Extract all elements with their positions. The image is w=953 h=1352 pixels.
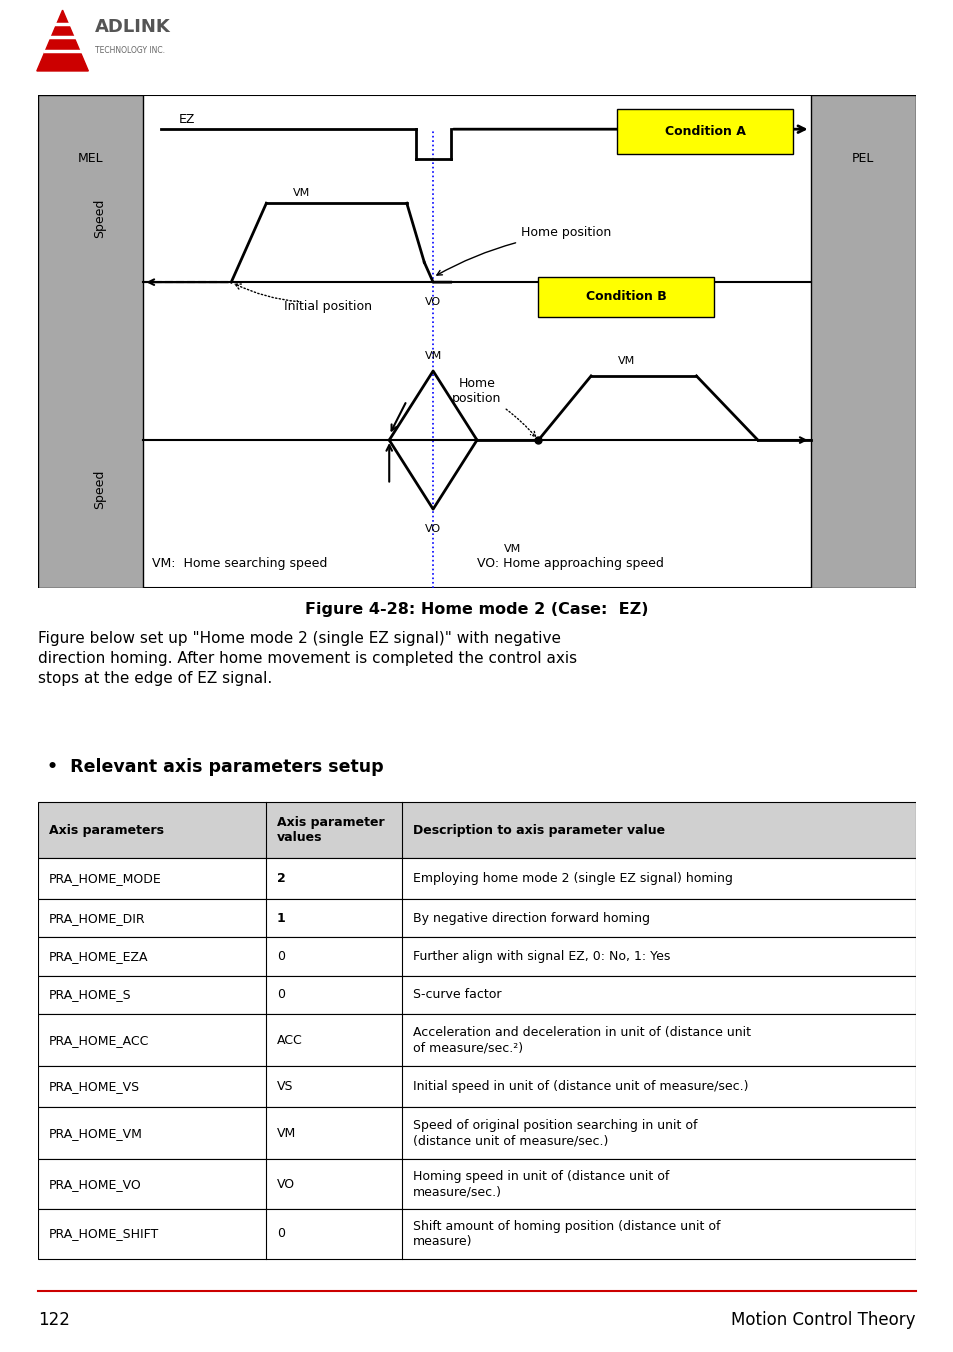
Bar: [810, 95, 915, 588]
Bar: [38, 1107, 915, 1159]
Text: Condition B: Condition B: [585, 291, 666, 303]
Text: Motion Control Theory: Motion Control Theory: [731, 1311, 915, 1329]
Text: Speed of original position searching in unit of
(distance unit of measure/sec.): Speed of original position searching in …: [413, 1119, 697, 1148]
Text: PRA_HOME_VS: PRA_HOME_VS: [49, 1080, 140, 1094]
Bar: [38, 1014, 915, 1065]
Text: TECHNOLOGY INC.: TECHNOLOGY INC.: [95, 46, 165, 55]
Text: 122: 122: [38, 1311, 70, 1329]
Text: S-curve factor: S-curve factor: [413, 988, 501, 1002]
Text: Speed: Speed: [93, 469, 106, 510]
Text: PRA_HOME_SHIFT: PRA_HOME_SHIFT: [49, 1228, 159, 1241]
Text: 0: 0: [276, 988, 285, 1002]
Text: VM:  Home searching speed: VM: Home searching speed: [152, 557, 327, 571]
Bar: [38, 1159, 915, 1209]
Bar: [38, 1209, 915, 1259]
Text: Speed: Speed: [93, 199, 106, 238]
Text: ADLINK: ADLINK: [95, 18, 171, 37]
Text: Homing speed in unit of (distance unit of
measure/sec.): Homing speed in unit of (distance unit o…: [413, 1169, 669, 1198]
Polygon shape: [37, 11, 89, 70]
Text: PRA_HOME_VO: PRA_HOME_VO: [49, 1178, 141, 1191]
Text: ACC: ACC: [276, 1033, 302, 1046]
Bar: [38, 976, 915, 1014]
Text: •  Relevant axis parameters setup: • Relevant axis parameters setup: [47, 758, 383, 776]
Text: VM: VM: [276, 1126, 295, 1140]
Text: 2: 2: [276, 872, 285, 884]
Text: VM: VM: [293, 188, 310, 199]
Text: VO: VO: [425, 297, 440, 307]
Text: PRA_HOME_DIR: PRA_HOME_DIR: [49, 911, 145, 925]
Text: MEL: MEL: [78, 153, 104, 165]
Text: VS: VS: [276, 1080, 294, 1094]
Text: VO: Home approaching speed: VO: Home approaching speed: [476, 557, 663, 571]
Text: Employing home mode 2 (single EZ signal) homing: Employing home mode 2 (single EZ signal)…: [413, 872, 732, 884]
Text: 0: 0: [276, 950, 285, 963]
Bar: [537, 277, 713, 316]
Text: Shift amount of homing position (distance unit of
measure): Shift amount of homing position (distanc…: [413, 1220, 720, 1248]
Text: Axis parameter
values: Axis parameter values: [276, 817, 384, 844]
Text: PRA_HOME_ACC: PRA_HOME_ACC: [49, 1033, 149, 1046]
Text: 1: 1: [276, 911, 285, 925]
Text: Initial position: Initial position: [284, 300, 372, 314]
Text: VM: VM: [617, 356, 634, 366]
Text: Acceleration and deceleration in unit of (distance unit
of measure/sec.²): Acceleration and deceleration in unit of…: [413, 1026, 750, 1055]
Text: 0: 0: [276, 1228, 285, 1241]
Bar: [38, 899, 915, 937]
Text: Description to axis parameter value: Description to axis parameter value: [413, 823, 664, 837]
Text: Axis parameters: Axis parameters: [49, 823, 164, 837]
Bar: [38, 857, 915, 899]
Text: Home
position: Home position: [452, 377, 535, 437]
Text: By negative direction forward homing: By negative direction forward homing: [413, 911, 649, 925]
Text: PRA_HOME_VM: PRA_HOME_VM: [49, 1126, 142, 1140]
Text: Figure below set up "Home mode 2 (single EZ signal)" with negative
direction hom: Figure below set up "Home mode 2 (single…: [38, 631, 577, 685]
Text: EZ: EZ: [178, 112, 194, 126]
Text: PEL: PEL: [851, 153, 874, 165]
Text: Initial speed in unit of (distance unit of measure/sec.): Initial speed in unit of (distance unit …: [413, 1080, 748, 1094]
Text: VO: VO: [425, 525, 440, 534]
Bar: [38, 1065, 915, 1107]
Text: Condition A: Condition A: [664, 126, 745, 138]
Text: PRA_HOME_EZA: PRA_HOME_EZA: [49, 950, 148, 963]
Text: Home position: Home position: [436, 226, 611, 274]
Text: Figure 4-28: Home mode 2 (Case:  EZ): Figure 4-28: Home mode 2 (Case: EZ): [305, 602, 648, 618]
Bar: [38, 803, 915, 857]
Bar: [38, 937, 915, 976]
Text: Further align with signal EZ, 0: No, 1: Yes: Further align with signal EZ, 0: No, 1: …: [413, 950, 670, 963]
Text: PRA_HOME_MODE: PRA_HOME_MODE: [49, 872, 161, 884]
Text: VM: VM: [503, 544, 520, 553]
Text: VO: VO: [276, 1178, 294, 1191]
Bar: [38, 95, 143, 588]
Text: VM: VM: [424, 352, 441, 361]
Text: PRA_HOME_S: PRA_HOME_S: [49, 988, 132, 1002]
Bar: [617, 110, 792, 154]
